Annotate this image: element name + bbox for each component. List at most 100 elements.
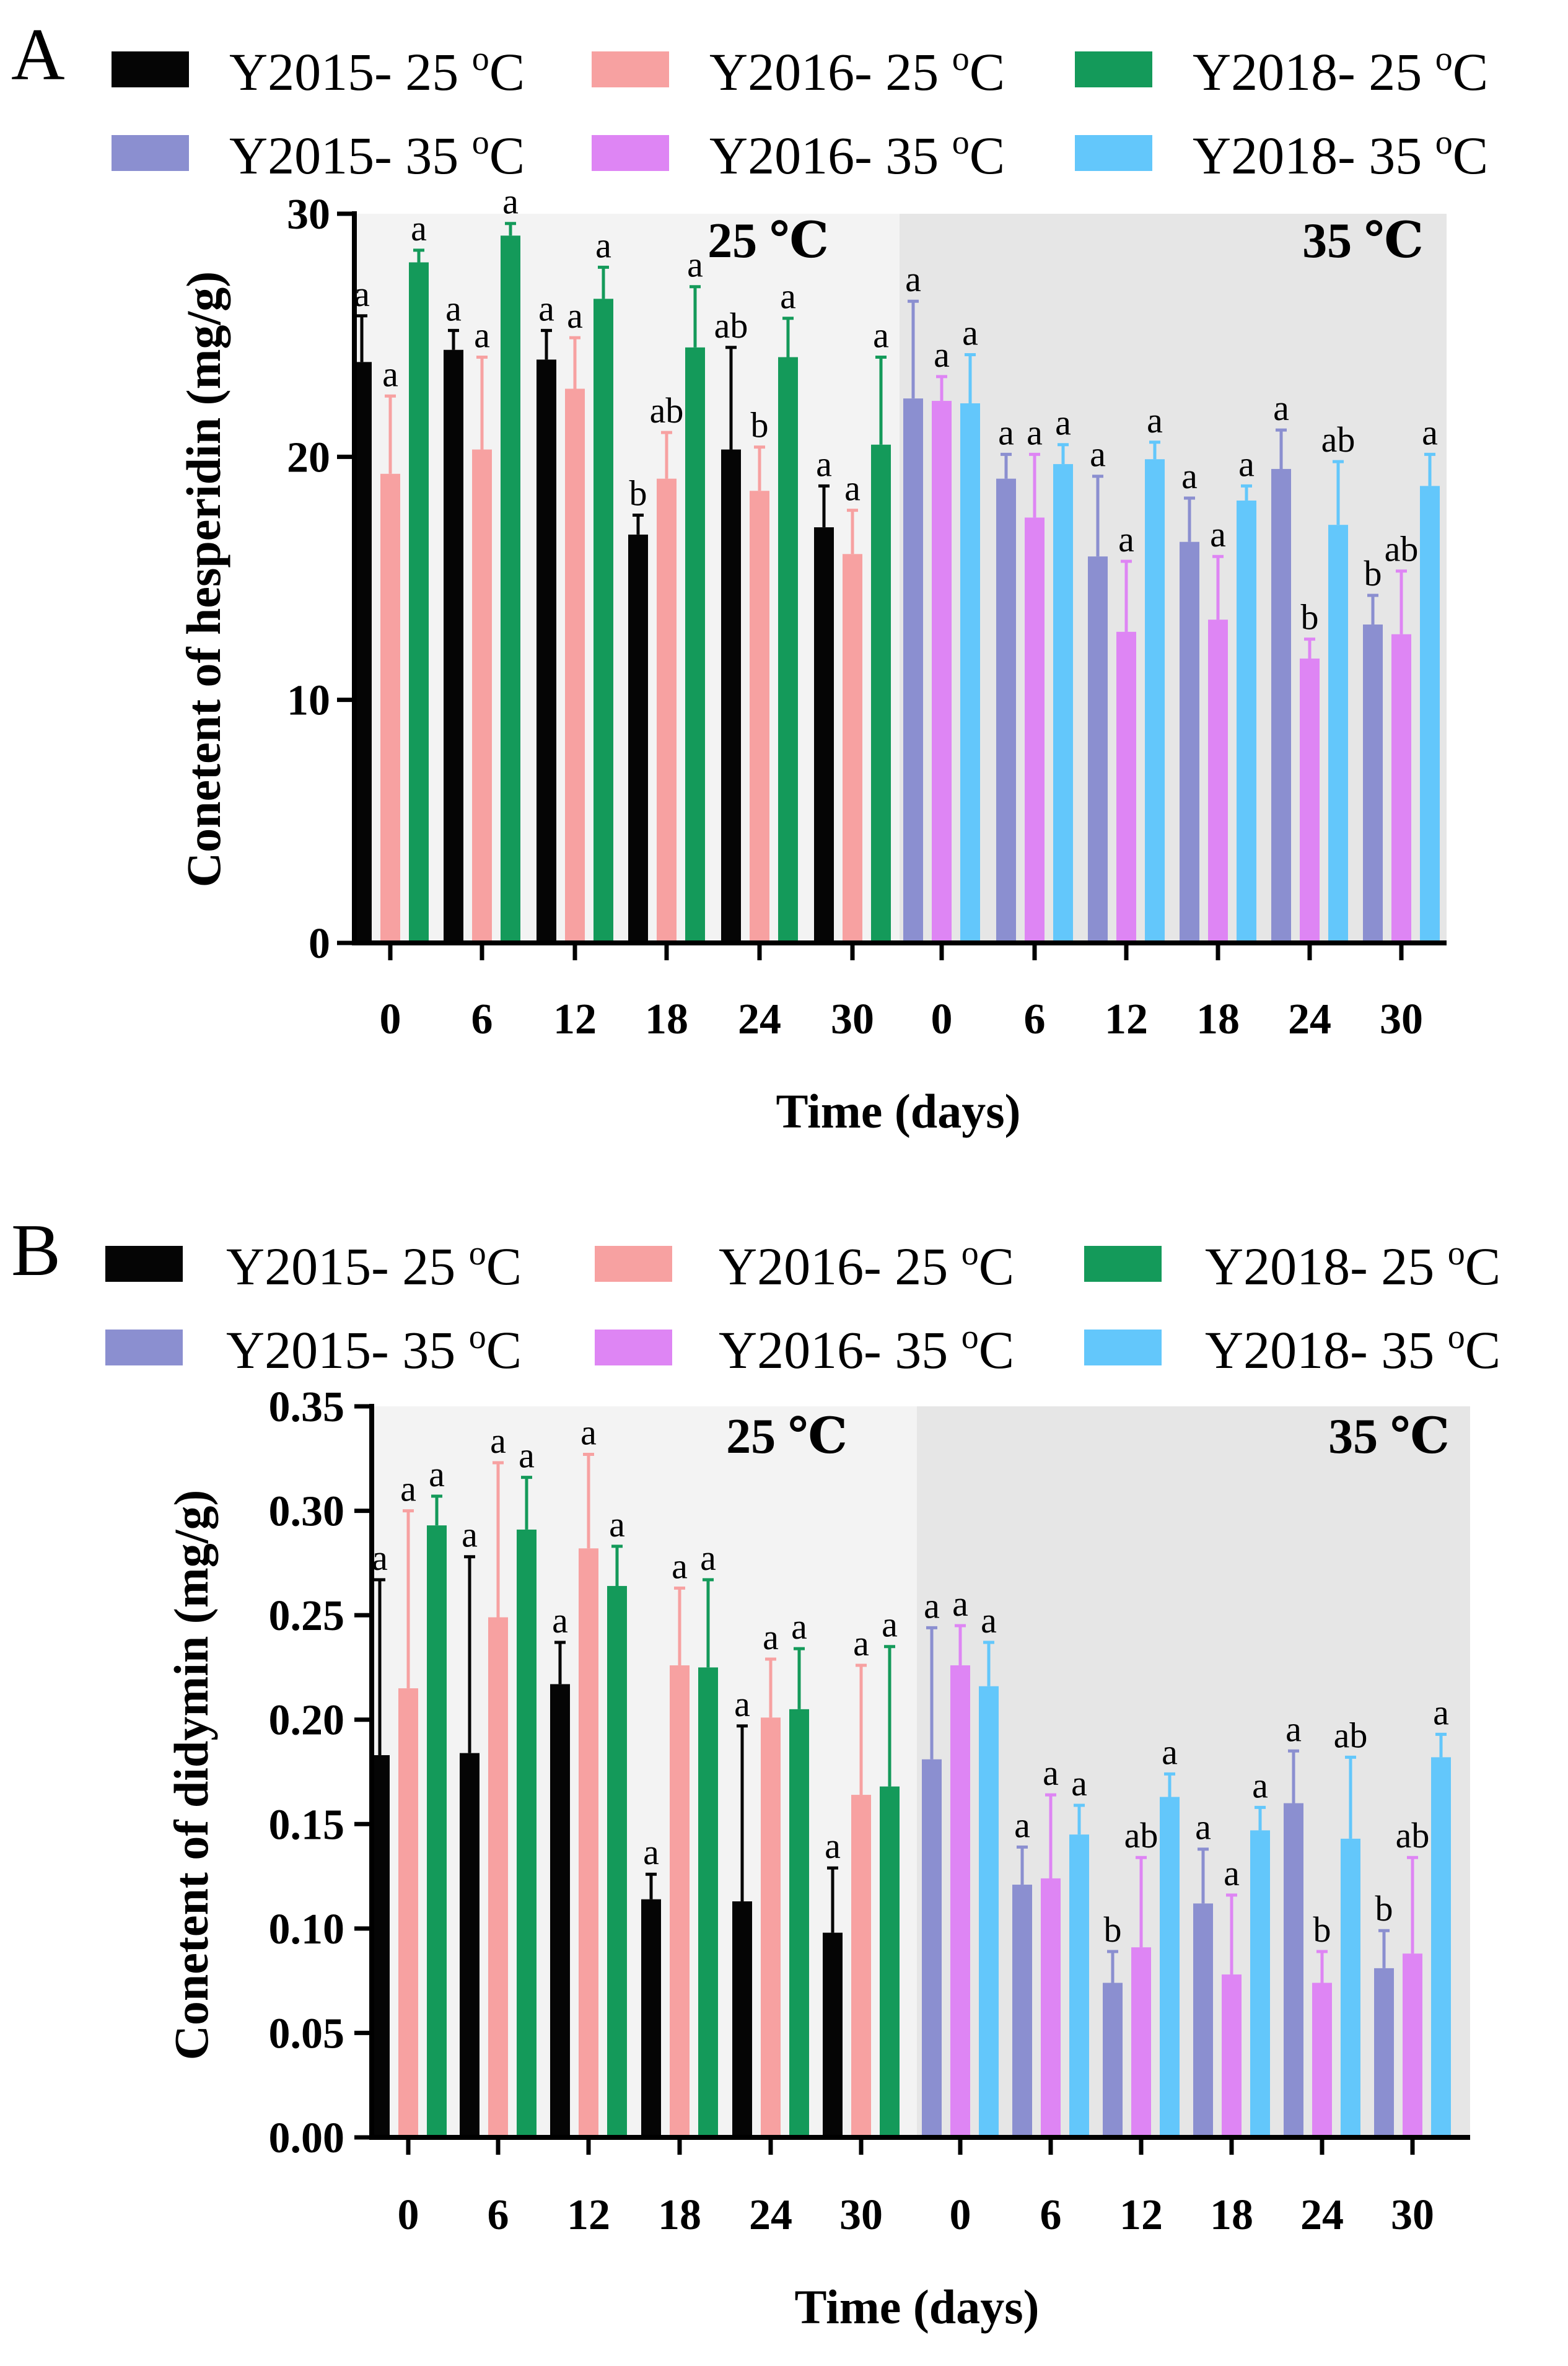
bar: [1041, 1878, 1061, 2137]
bar: [685, 347, 705, 943]
significance-label: a: [580, 1413, 597, 1453]
legend-label: Y2015- 25 oC: [226, 1234, 522, 1296]
bar: [871, 444, 891, 943]
bar: [427, 1525, 447, 2137]
x-tick-label: 0: [950, 2191, 971, 2239]
legend-swatch: [592, 135, 669, 171]
significance-label: a: [844, 468, 861, 509]
bar: [960, 403, 980, 943]
bar: [698, 1667, 718, 2137]
panel-letter: B: [11, 1209, 61, 1291]
significance-label: a: [853, 1623, 869, 1663]
significance-label: a: [1055, 403, 1071, 443]
bar: [565, 388, 585, 943]
x-tick-label: 24: [1288, 996, 1331, 1043]
legend-swatch: [592, 51, 669, 87]
x-tick-label: 30: [839, 2191, 883, 2239]
significance-label: a: [538, 288, 554, 328]
significance-label: b: [1364, 553, 1382, 594]
y-tick-label: 0.25: [269, 1592, 345, 1640]
significance-label: a: [687, 245, 703, 285]
significance-label: a: [502, 182, 519, 222]
bar: [1431, 1757, 1451, 2137]
x-tick-label: 30: [1380, 996, 1423, 1043]
significance-label: a: [595, 225, 611, 265]
panel-letter: A: [11, 13, 65, 95]
significance-label: ab: [1321, 419, 1356, 460]
region-35-background: [900, 214, 1447, 943]
significance-label: ab: [1124, 1815, 1158, 1856]
significance-label: ab: [1334, 1715, 1368, 1755]
x-tick-label: 6: [488, 2191, 509, 2239]
bar: [488, 1617, 508, 2137]
bar: [537, 359, 556, 943]
bar: [1193, 1903, 1213, 2137]
legend-swatch: [1084, 1330, 1162, 1365]
legend-swatch: [105, 1330, 183, 1365]
significance-label: a: [952, 1584, 968, 1624]
region-label-25: 25 ℃: [707, 214, 829, 268]
bar: [1053, 464, 1073, 943]
legend: Y2015- 25 oC Y2016- 25 oC Y2018- 25 oC Y201…: [112, 40, 1488, 185]
bar: [1131, 1947, 1151, 2137]
significance-label: ab: [1396, 1815, 1430, 1856]
y-axis-title: Conetent of hesperidin (mg/g): [177, 271, 230, 887]
legend-label: Y2018- 25 oC: [1193, 40, 1488, 102]
bar: [472, 449, 492, 943]
x-tick-label: 30: [1391, 2191, 1434, 2239]
significance-label: a: [1162, 1732, 1178, 1772]
significance-label: ab: [650, 390, 684, 431]
significance-label: a: [1195, 1807, 1211, 1847]
bar: [1363, 624, 1383, 943]
significance-label: b: [1104, 1909, 1122, 1950]
significance-label: a: [567, 296, 583, 336]
significance-label: a: [763, 1617, 779, 1657]
significance-label: a: [474, 315, 490, 355]
significance-label: a: [962, 313, 978, 353]
bar: [1312, 1983, 1332, 2137]
legend-label: Y2016- 25 oC: [719, 1234, 1014, 1296]
legend-label: Y2015- 35 oC: [226, 1318, 522, 1380]
y-tick-label: 30: [287, 191, 330, 239]
significance-label: a: [816, 444, 832, 484]
significance-label: a: [1118, 519, 1134, 559]
significance-label: a: [1181, 456, 1198, 496]
bar: [1116, 631, 1136, 943]
x-tick-label: 18: [645, 996, 688, 1043]
panel-b: B Y2015- 25 oC Y2016- 25 oC Y2018- 25 oCY20…: [11, 1209, 1500, 2334]
significance-label: ab: [1385, 529, 1419, 569]
significance-label: b: [1301, 597, 1319, 638]
significance-label: a: [700, 1538, 716, 1578]
significance-label: a: [734, 1684, 750, 1724]
x-tick-label: 12: [1119, 2191, 1163, 2239]
significance-label: a: [1090, 434, 1106, 475]
bar: [670, 1665, 690, 2137]
bar: [1341, 1838, 1360, 2137]
significance-label: a: [519, 1435, 535, 1476]
legend-swatch: [105, 1246, 183, 1282]
legend: Y2015- 25 oC Y2016- 25 oC Y2018- 25 oC Y201…: [105, 1234, 1500, 1380]
bar: [1250, 1830, 1270, 2137]
legend-swatch: [112, 51, 189, 87]
x-tick-label: 0: [398, 2191, 419, 2239]
significance-label: a: [609, 1504, 625, 1544]
x-tick-label: 12: [1105, 996, 1148, 1043]
y-tick-label: 0.10: [269, 1906, 345, 1953]
significance-label: a: [445, 288, 462, 328]
bar: [1420, 486, 1440, 943]
bar: [1284, 1803, 1303, 2137]
bar: [1300, 658, 1320, 943]
x-tick-label: 12: [567, 2191, 610, 2239]
significance-label: a: [1285, 1709, 1302, 1749]
bar: [1012, 1885, 1032, 2137]
bar: [550, 1684, 570, 2137]
significance-label: a: [1210, 514, 1226, 554]
bar: [1160, 1797, 1180, 2137]
significance-label: a: [1273, 388, 1289, 428]
significance-label: b: [629, 473, 647, 513]
bar: [996, 478, 1016, 943]
significance-label: a: [1027, 412, 1043, 452]
bar: [607, 1585, 627, 2137]
legend-swatch: [1075, 135, 1152, 171]
bar: [1403, 1953, 1422, 2137]
